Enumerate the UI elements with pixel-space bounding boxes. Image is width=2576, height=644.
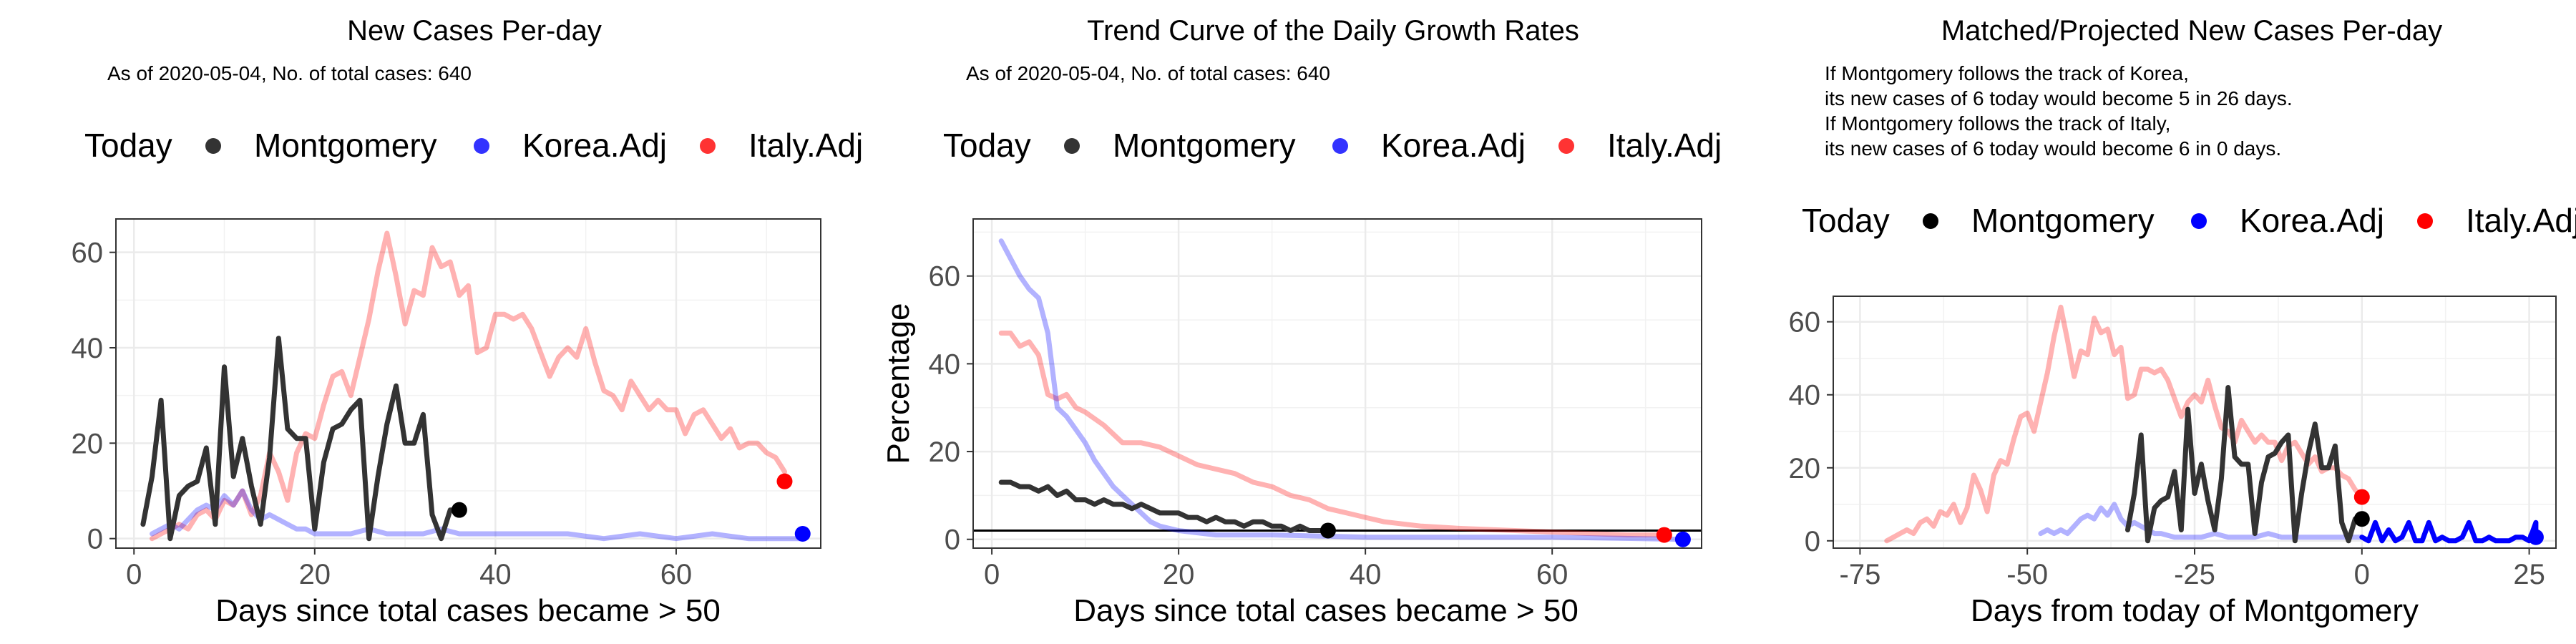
series-line-korea-adj	[150, 488, 806, 542]
legend-label-montgomery: Montgomery	[254, 127, 437, 164]
series-line-korea-adj	[998, 238, 1686, 542]
x-axis-label: Days from today of Montgomery	[1971, 593, 2419, 628]
x-tick-label: 40	[479, 559, 512, 590]
x-axis-label: Days since total cases became > 50	[215, 593, 721, 628]
x-tick-label: 0	[984, 559, 1000, 590]
today-point-montgomery	[2353, 511, 2370, 527]
today-point-montgomery	[451, 502, 467, 518]
chart-subtitle: As of 2020-05-04, No. of total cases: 64…	[966, 62, 1330, 84]
series-line-italy-adj	[998, 331, 1667, 538]
x-tick-label: 0	[126, 559, 142, 590]
today-point-korea-adj	[1674, 531, 1691, 547]
today-point-italy-adj	[776, 473, 793, 489]
legend-title: Today	[84, 127, 172, 164]
y-tick-label: 60	[929, 261, 961, 293]
series-line-korea-adj	[2038, 502, 2365, 540]
x-tick-label: 60	[1536, 559, 1568, 590]
legend-label-korea: Korea.Adj	[2240, 202, 2384, 239]
legend-marker-italy	[700, 138, 716, 154]
today-point-italy-adj	[2353, 489, 2370, 505]
chart-title: New Cases Per-day	[347, 15, 602, 47]
panel-projected-cases: Matched/Projected New Cases Per-day If M…	[1789, 15, 2576, 628]
x-tick-label: 60	[660, 559, 693, 590]
plot-frame	[1833, 296, 2557, 549]
legend-label-italy: Italy.Adj	[748, 127, 863, 164]
chart-subtitle-line: If Montgomery follows the track of Korea…	[1825, 62, 2189, 84]
chart-subtitle: As of 2020-05-04, No. of total cases: 64…	[107, 62, 472, 84]
legend-label-italy: Italy.Adj	[1607, 127, 1722, 164]
chart-title: Matched/Projected New Cases Per-day	[1941, 15, 2442, 47]
legend: Today Montgomery Korea.Adj Italy.Adj	[84, 127, 863, 164]
x-tick-label: 20	[1163, 559, 1195, 590]
x-tick-label: -50	[2006, 559, 2048, 590]
today-point-korea-adj	[794, 526, 811, 542]
panel-growth-rates: Trend Curve of the Daily Growth Rates As…	[881, 15, 1722, 628]
today-point-korea-adj	[2527, 529, 2544, 545]
y-tick-label: 60	[1789, 307, 1821, 338]
y-tick-label: 20	[72, 428, 104, 459]
plot-content: 0 20 40 60 0 20 40 60	[72, 218, 821, 590]
legend-label-italy: Italy.Adj	[2466, 202, 2576, 239]
y-tick-label: 60	[72, 238, 104, 269]
chart-subtitle-line: If Montgomery follows the track of Italy…	[1825, 112, 2170, 135]
legend-title: Today	[943, 127, 1031, 164]
y-tick-label: 0	[945, 525, 960, 556]
legend-marker-italy	[1558, 138, 1574, 154]
y-tick-label: 40	[929, 348, 961, 380]
today-point-montgomery	[1319, 522, 1336, 539]
x-tick-label: 0	[2354, 559, 2370, 590]
y-tick-label: 40	[72, 333, 104, 364]
plot-area	[972, 218, 1702, 549]
panel-new-cases: New Cases Per-day As of 2020-05-04, No. …	[72, 15, 864, 628]
legend-marker-korea	[2191, 213, 2207, 229]
plot-content: -75 -50 -25 0 25 0 20 40 60	[1789, 296, 2557, 590]
legend: Today Montgomery Korea.Adj Italy.Adj	[1802, 202, 2576, 239]
chart-subtitle-line: its new cases of 6 today would become 6 …	[1825, 137, 2281, 160]
y-tick-label: 0	[1805, 526, 1820, 557]
x-tick-label: -75	[1840, 559, 1881, 590]
legend-label-korea: Korea.Adj	[522, 127, 667, 164]
series-line-montgomery	[2125, 385, 2365, 544]
x-tick-label: 20	[299, 559, 331, 590]
legend: Today Montgomery Korea.Adj Italy.Adj	[943, 127, 1722, 164]
chart-title: Trend Curve of the Daily Growth Rates	[1087, 15, 1579, 47]
legend-label-korea: Korea.Adj	[1381, 127, 1526, 164]
legend-label-montgomery: Montgomery	[1971, 202, 2155, 239]
today-point-italy-adj	[1656, 527, 1672, 543]
y-axis-label: Percentage	[881, 303, 916, 464]
series-line-korea-adj	[2359, 519, 2539, 544]
legend-title: Today	[1802, 202, 1890, 239]
plot-frame	[972, 218, 1702, 549]
plot-content: 0 20 40 60 0 20 40 60	[929, 218, 1702, 590]
legend-marker-korea	[474, 138, 489, 154]
y-tick-label: 20	[929, 436, 961, 468]
chart-subtitle-line: its new cases of 6 today would become 5 …	[1825, 87, 2293, 109]
y-tick-label: 20	[1789, 453, 1821, 484]
plot-frame	[115, 218, 821, 549]
legend-marker-montgomery	[205, 138, 221, 154]
x-tick-label: -25	[2174, 559, 2215, 590]
legend-marker-korea	[1332, 138, 1348, 154]
legend-label-montgomery: Montgomery	[1113, 127, 1296, 164]
plot-area	[115, 218, 821, 549]
legend-marker-montgomery	[1064, 138, 1080, 154]
series-line-montgomery	[998, 479, 1331, 533]
y-tick-label: 0	[87, 524, 103, 555]
legend-marker-italy	[2417, 213, 2433, 229]
x-tick-label: 40	[1350, 559, 1382, 590]
series-line-montgomery	[140, 336, 462, 542]
x-tick-label: 25	[2513, 559, 2545, 590]
x-axis-label: Days since total cases became > 50	[1073, 593, 1579, 628]
y-tick-label: 40	[1789, 380, 1821, 411]
legend-marker-montgomery	[1923, 213, 1938, 229]
series-line-italy-adj	[1884, 304, 2365, 544]
